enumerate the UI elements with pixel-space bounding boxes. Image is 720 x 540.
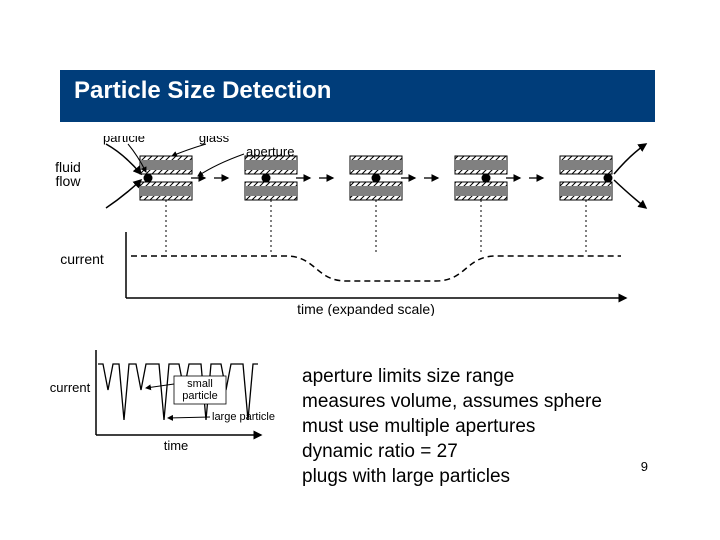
svg-text:aperture: aperture xyxy=(246,144,294,159)
svg-text:time (expanded scale): time (expanded scale) xyxy=(297,301,435,316)
bullet-item: measures volume, assumes sphere xyxy=(302,389,702,414)
svg-text:glass: glass xyxy=(199,136,230,145)
slide: Particle Size Detection current time (exp… xyxy=(0,0,720,540)
svg-text:flow: flow xyxy=(56,173,82,189)
svg-text:large particle: large particle xyxy=(212,411,275,423)
aperture-svg: currenttime (expanded scale)fluidflowpar… xyxy=(46,136,650,316)
slide-title: Particle Size Detection xyxy=(74,77,331,105)
signal-diagram: current time smallparticle large particle xyxy=(46,340,286,460)
slide-number: 9 xyxy=(641,459,648,474)
svg-text:small: small xyxy=(187,378,213,390)
bullet-item: aperture limits size range xyxy=(302,364,702,389)
svg-text:current: current xyxy=(50,380,91,395)
signal-svg: current time smallparticle large particle xyxy=(46,340,286,460)
aperture-diagram: currenttime (expanded scale)fluidflowpar… xyxy=(46,136,650,316)
svg-text:time: time xyxy=(164,438,189,453)
title-bar: Particle Size Detection xyxy=(60,70,655,122)
svg-text:particle: particle xyxy=(182,390,217,402)
svg-text:particle: particle xyxy=(103,136,145,145)
svg-text:current: current xyxy=(60,251,104,267)
bullet-item: must use multiple apertures xyxy=(302,414,702,439)
